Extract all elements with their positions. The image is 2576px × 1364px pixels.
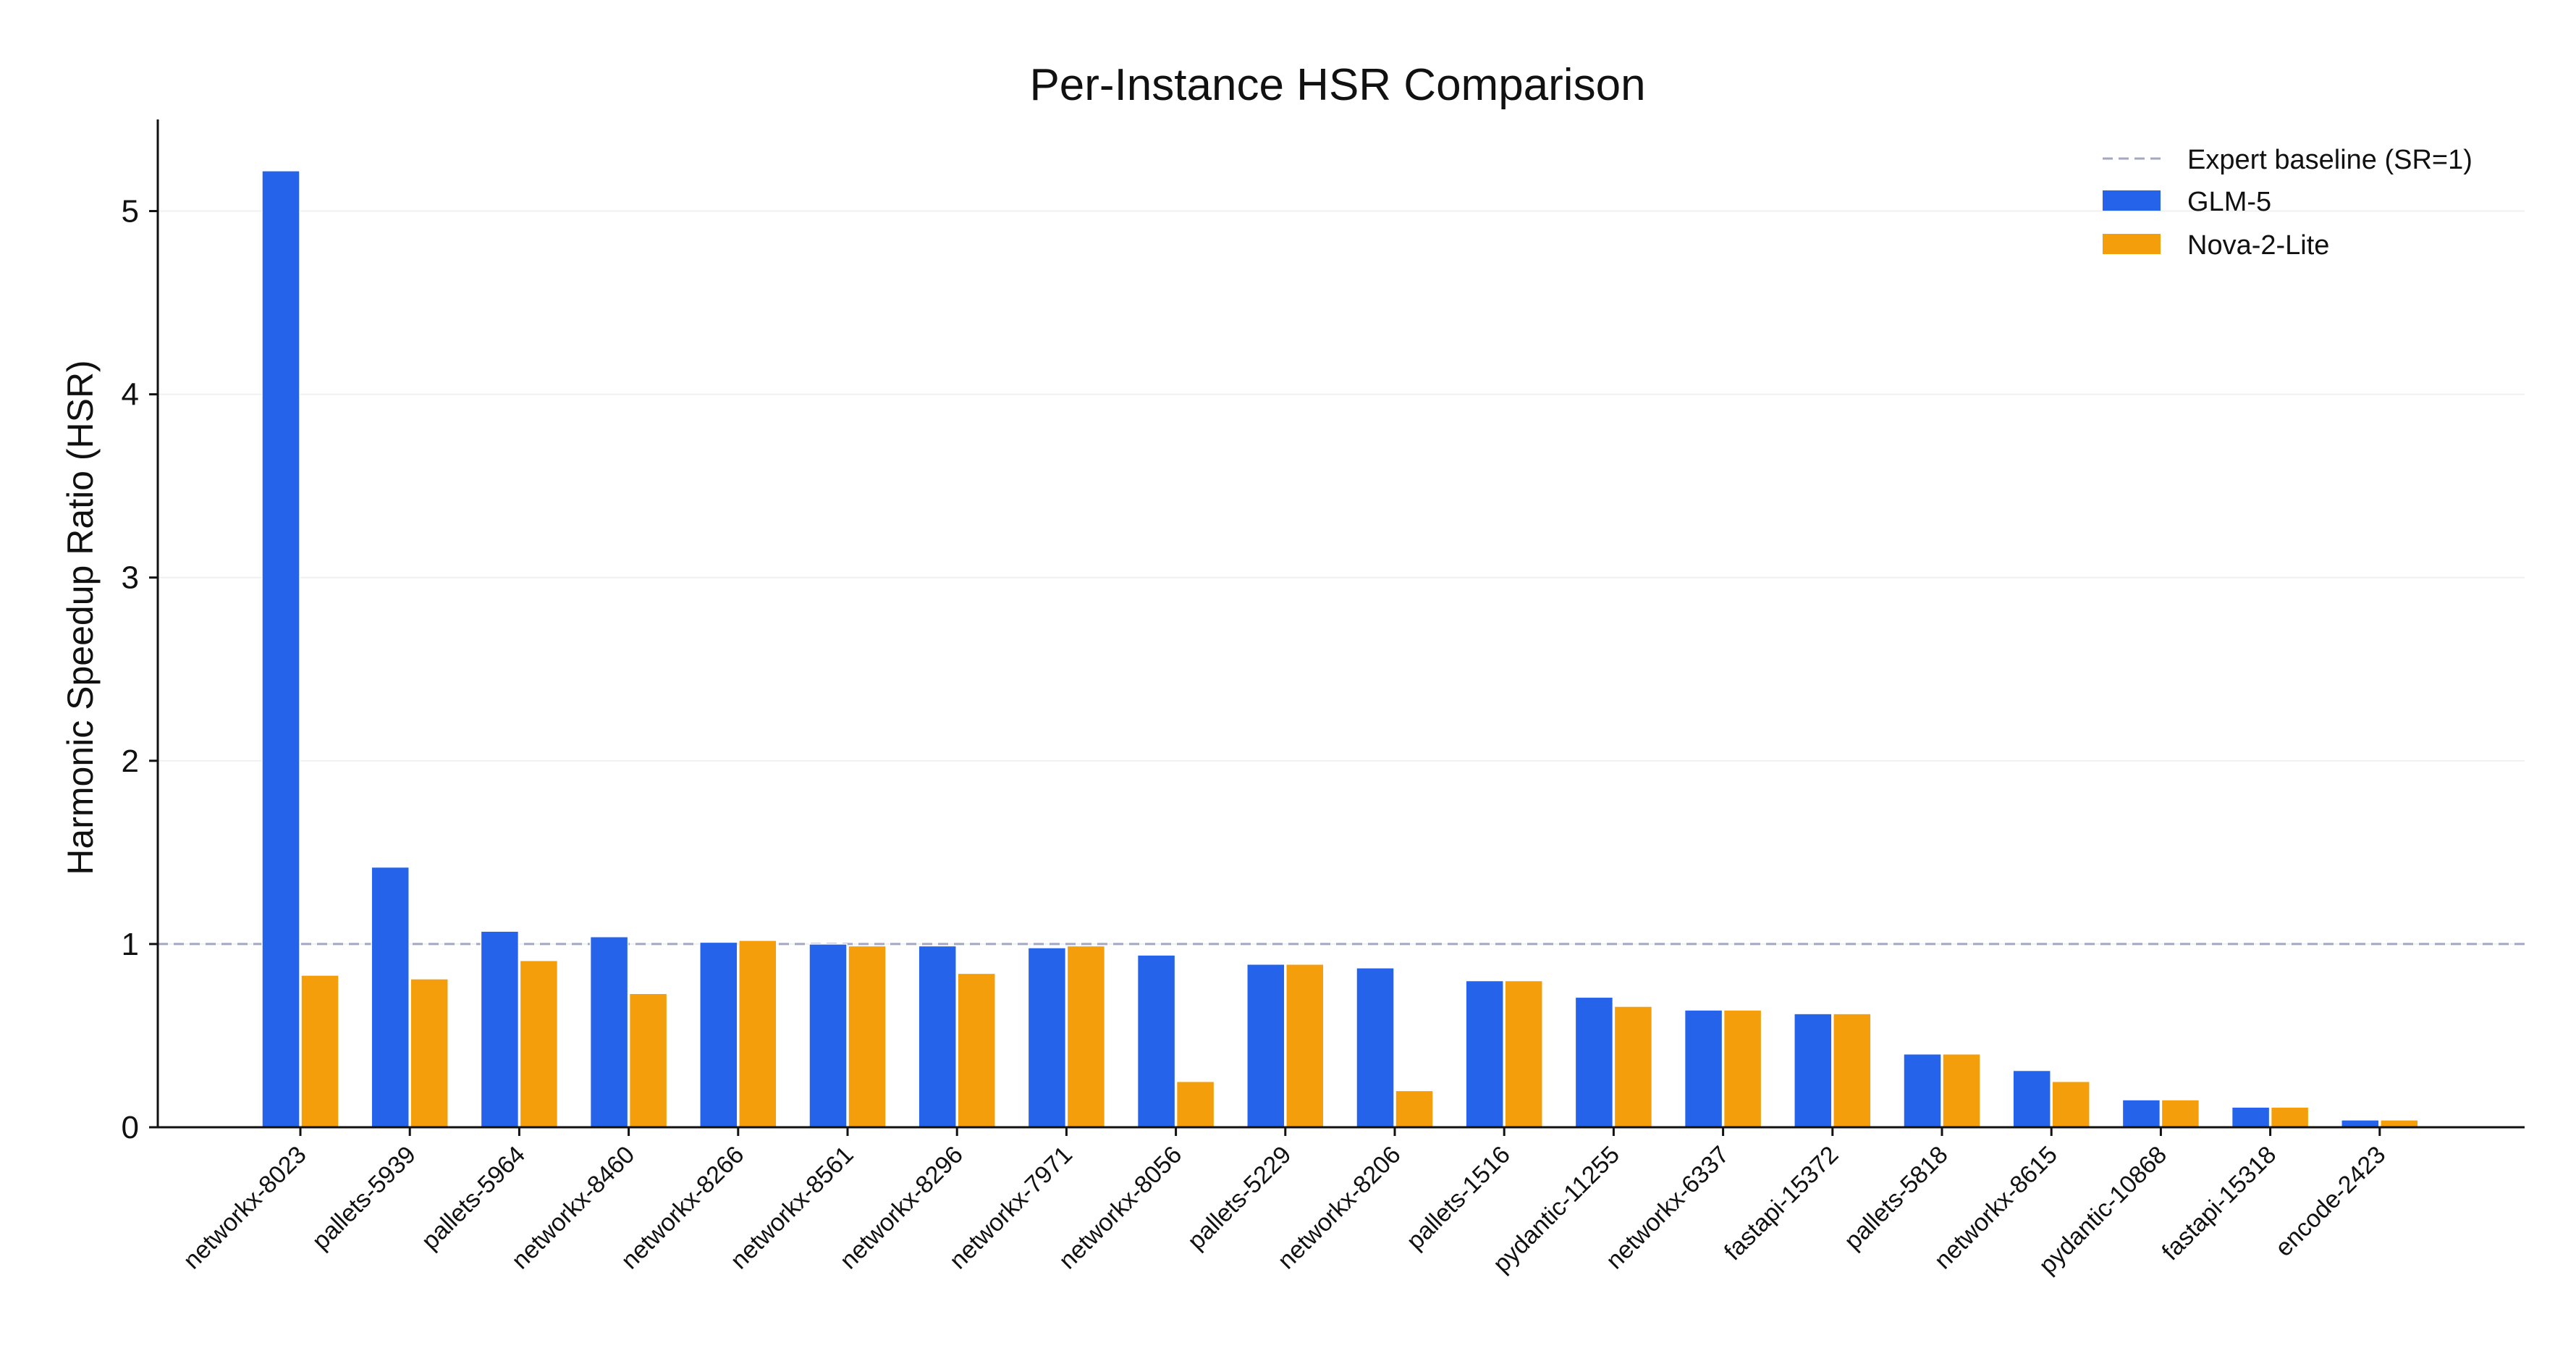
legend-nova2lite-swatch xyxy=(2103,234,2161,254)
y-tick-label: 3 xyxy=(122,560,139,596)
bar-glm5-pallets-5229 xyxy=(1246,963,1285,1128)
bar-glm5-pallets-5939 xyxy=(371,866,410,1128)
axes-layer xyxy=(149,119,2525,1136)
legend-nova2lite-label: Nova-2-Lite xyxy=(2187,230,2329,261)
bar-glm5-networkx-8615 xyxy=(2012,1069,2051,1128)
y-tick-label: 5 xyxy=(122,194,139,230)
bar-glm5-fastapi-15318 xyxy=(2231,1106,2271,1128)
bar-nova2lite-pallets-1516 xyxy=(1504,980,1543,1128)
bar-nova2lite-fastapi-15372 xyxy=(1833,1013,1872,1128)
bar-nova2lite-networkx-8615 xyxy=(2051,1080,2090,1128)
bar-glm5-networkx-8056 xyxy=(1136,954,1176,1128)
bar-nova2lite-networkx-8561 xyxy=(848,945,887,1128)
y-tick-labels: 0 1 2 3 4 5 xyxy=(122,194,139,1145)
bar-glm5-pydantic-11255 xyxy=(1574,996,1614,1128)
bar-nova2lite-encode-2423 xyxy=(2380,1119,2419,1128)
bar-glm5-encode-2423 xyxy=(2341,1119,2380,1128)
bar-nova2lite-pallets-5964 xyxy=(519,959,559,1128)
legend-glm5-label: GLM-5 xyxy=(2187,187,2271,217)
bar-glm5-pydantic-10868 xyxy=(2121,1099,2161,1128)
legend-glm5-swatch xyxy=(2103,190,2161,211)
bar-glm5-networkx-8023 xyxy=(261,170,300,1128)
bar-nova2lite-networkx-8266 xyxy=(738,940,777,1128)
bar-glm5-networkx-8561 xyxy=(808,943,848,1128)
bar-nova2lite-fastapi-15318 xyxy=(2270,1106,2310,1128)
bar-glm5-networkx-8206 xyxy=(1356,967,1395,1128)
bar-nova2lite-networkx-8056 xyxy=(1175,1080,1215,1128)
y-axis-label: Harmonic Speedup Ratio (HSR) xyxy=(60,360,101,875)
bar-glm5-networkx-8296 xyxy=(918,945,957,1128)
bar-glm5-fastapi-15372 xyxy=(1794,1013,1833,1128)
gridlines xyxy=(158,210,2525,945)
bar-glm5-networkx-8460 xyxy=(589,936,629,1128)
y-tick-label: 0 xyxy=(122,1110,139,1145)
y-tick-label: 4 xyxy=(122,377,139,413)
legend: Expert baseline (SR=1) GLM-5 Nova-2-Lite xyxy=(2103,145,2472,261)
bar-nova2lite-pydantic-11255 xyxy=(1613,1006,1653,1128)
bar-nova2lite-pallets-5818 xyxy=(1942,1053,1981,1128)
bar-nova2lite-networkx-8023 xyxy=(300,974,339,1128)
bar-nova2lite-networkx-8296 xyxy=(957,972,996,1128)
bars-layer xyxy=(261,170,2419,1128)
bar-nova2lite-networkx-6337 xyxy=(1723,1009,1762,1128)
bar-nova2lite-networkx-7971 xyxy=(1066,945,1106,1128)
bar-nova2lite-networkx-8460 xyxy=(628,993,668,1128)
legend-baseline-label: Expert baseline (SR=1) xyxy=(2187,145,2472,175)
bar-glm5-networkx-6337 xyxy=(1684,1009,1723,1128)
y-tick-label: 1 xyxy=(122,927,139,962)
bar-glm5-networkx-8266 xyxy=(699,941,738,1128)
bar-nova2lite-pallets-5939 xyxy=(410,978,449,1128)
y-tick-label: 2 xyxy=(122,744,139,779)
bar-glm5-networkx-7971 xyxy=(1027,947,1067,1128)
bar-glm5-pallets-1516 xyxy=(1465,980,1504,1128)
chart-title: Per-Instance HSR Comparison xyxy=(1029,60,1645,110)
bar-glm5-pallets-5964 xyxy=(480,930,520,1128)
bar-nova2lite-pallets-5229 xyxy=(1285,963,1325,1128)
bar-glm5-pallets-5818 xyxy=(1903,1053,1942,1128)
bar-nova2lite-networkx-8206 xyxy=(1395,1090,1434,1128)
bar-nova2lite-pydantic-10868 xyxy=(2161,1099,2200,1128)
